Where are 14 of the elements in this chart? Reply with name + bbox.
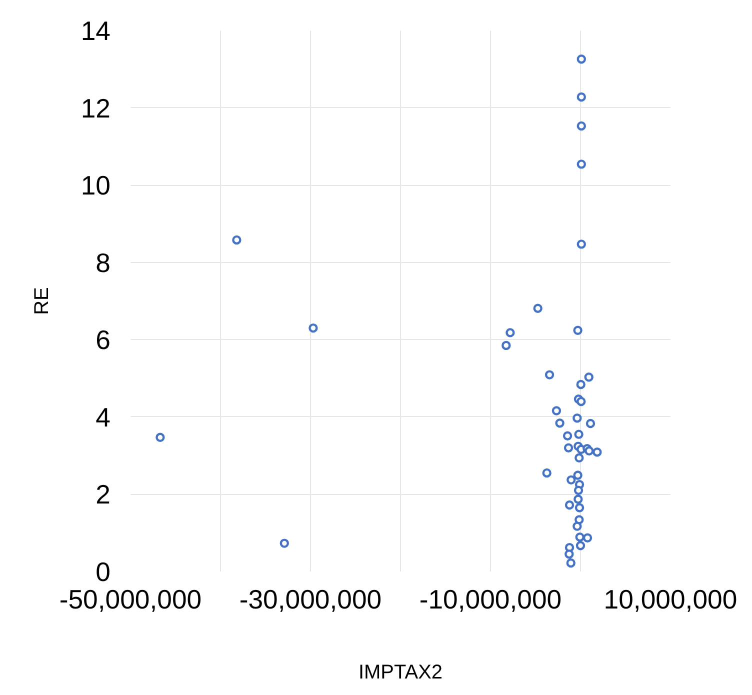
y-tick-label: 2 bbox=[96, 480, 111, 510]
x-tick-label: -10,000,000 bbox=[419, 584, 562, 614]
y-tick-label: 8 bbox=[96, 248, 111, 278]
y-tick-label: 10 bbox=[80, 170, 111, 201]
y-axis-title: RE bbox=[30, 287, 53, 315]
y-tick-label: 4 bbox=[96, 402, 111, 432]
x-tick-label: -50,000,000 bbox=[59, 584, 202, 614]
y-tick-label: 12 bbox=[80, 93, 111, 124]
y-tick-label: 6 bbox=[96, 325, 111, 356]
x-axis-title: IMPTAX2 bbox=[358, 662, 443, 684]
x-tick-label: -30,000,000 bbox=[239, 584, 382, 614]
y-tick-label: 14 bbox=[80, 16, 111, 46]
x-tick-label: 10,000,000 bbox=[604, 584, 738, 614]
y-tick-label: 0 bbox=[96, 557, 111, 587]
